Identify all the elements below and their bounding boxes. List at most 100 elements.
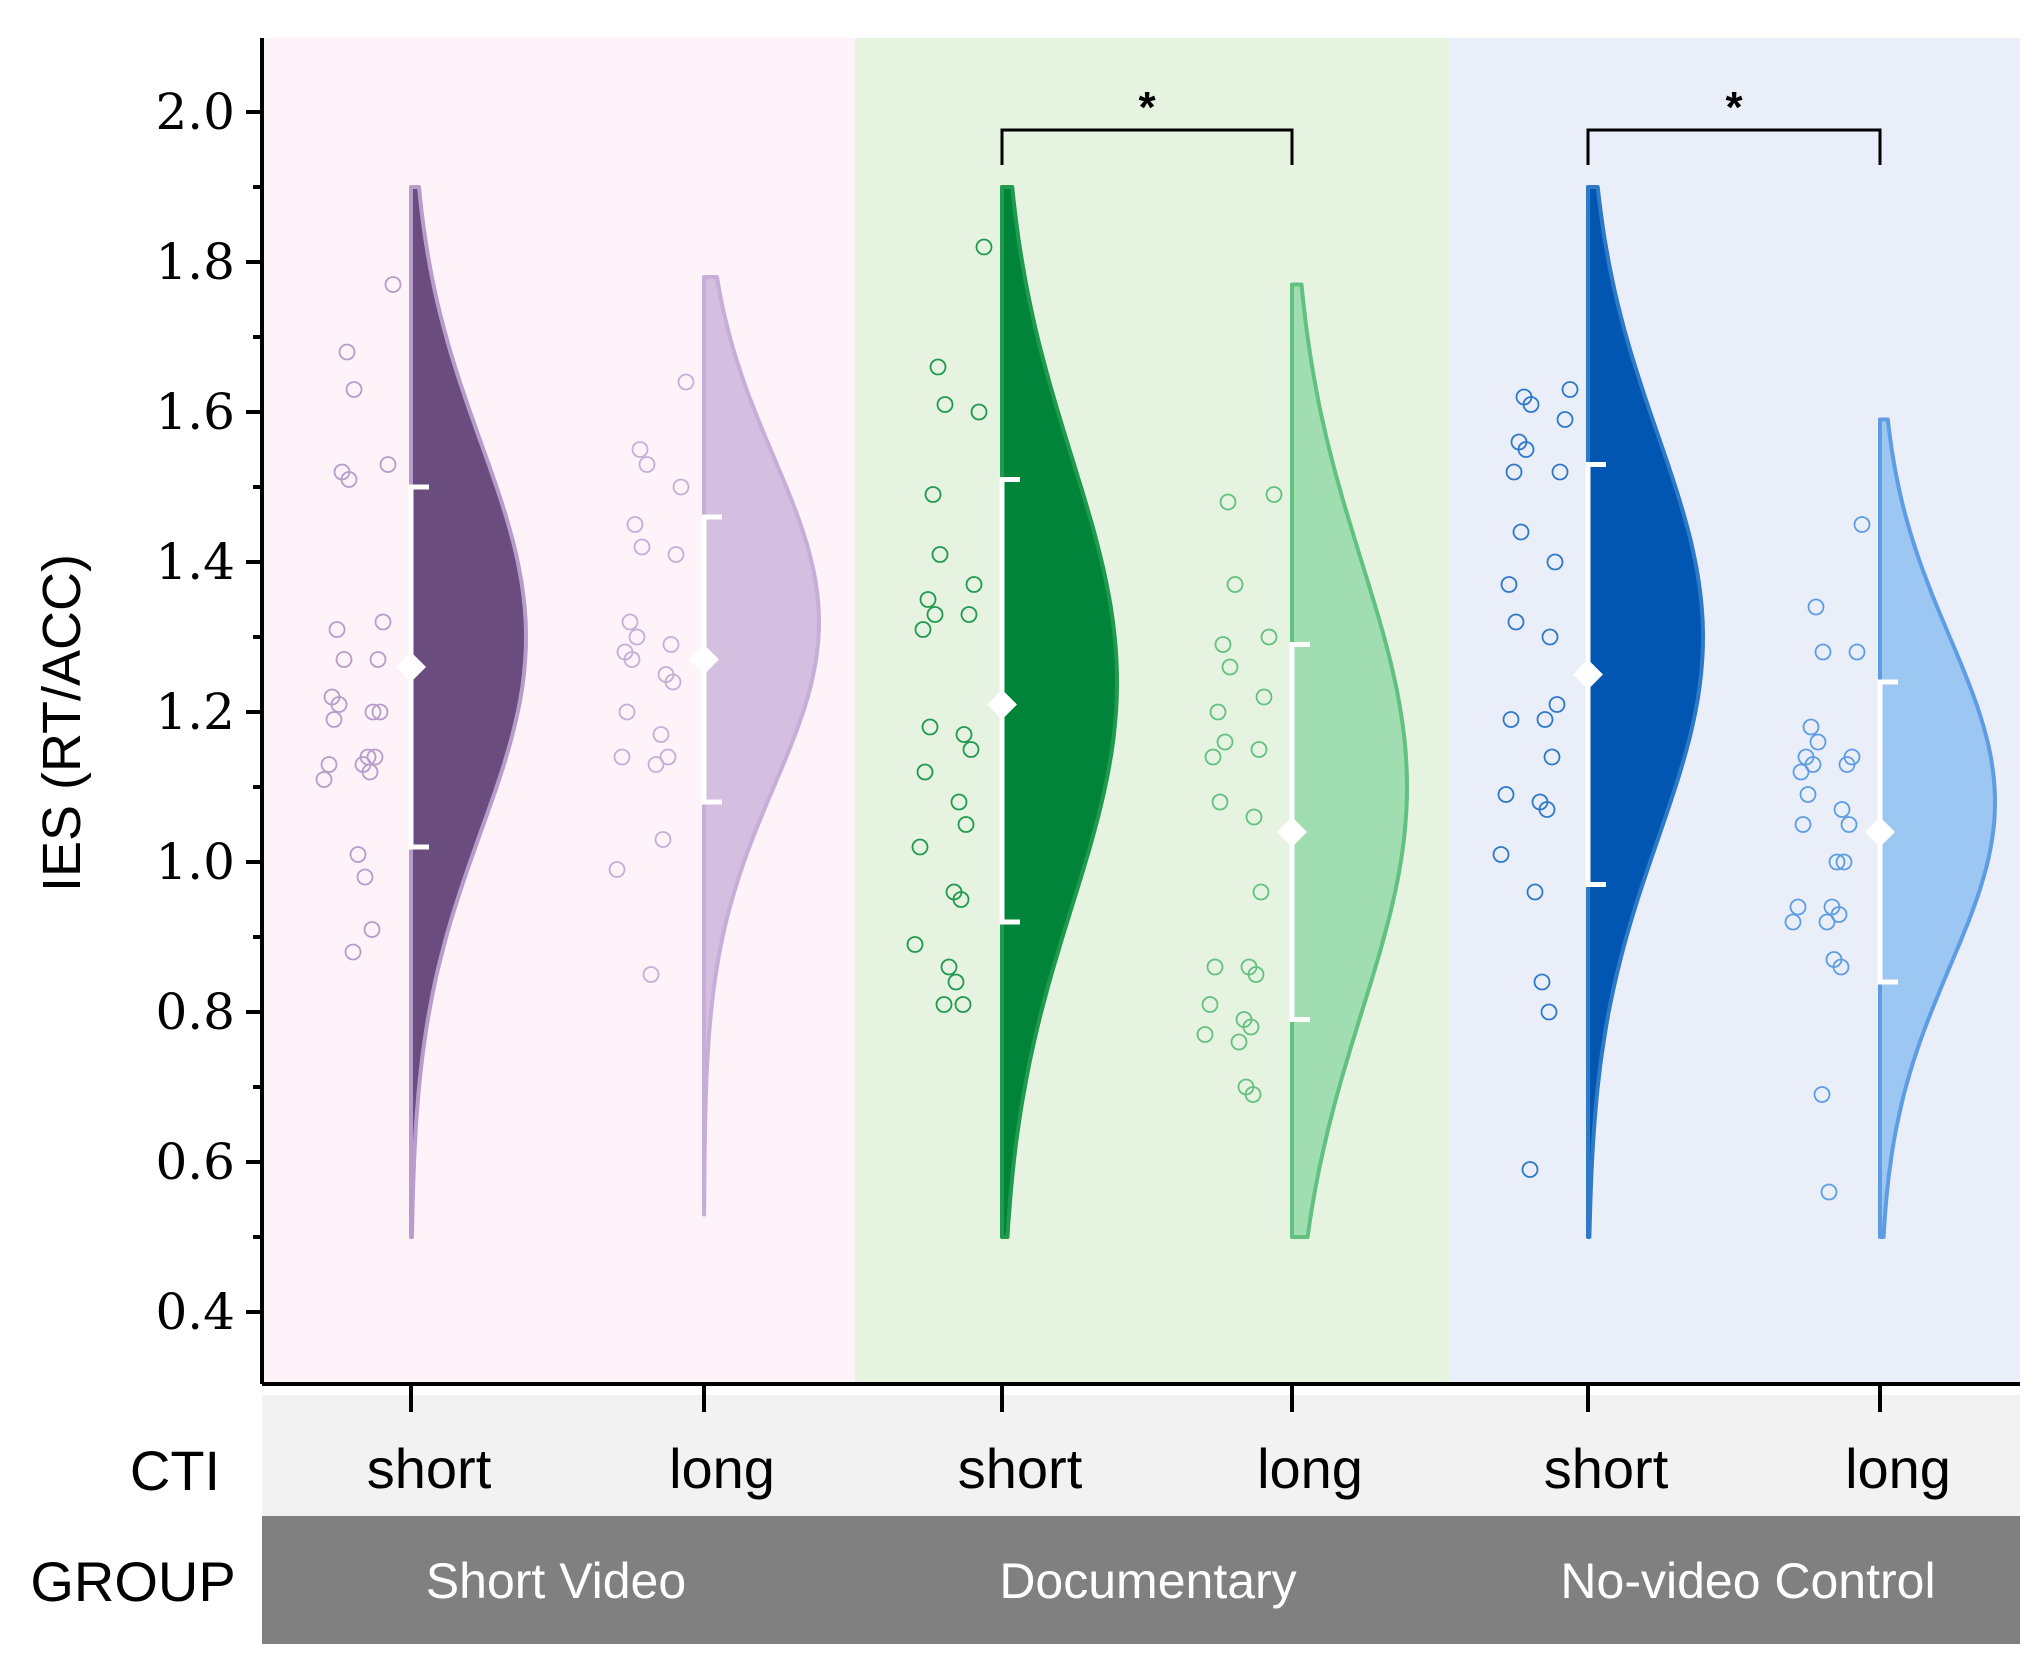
data-point [654, 831, 672, 848]
data-point [1546, 553, 1564, 571]
data-point [384, 276, 402, 293]
data-point [1214, 636, 1232, 653]
cti-tick-label: long [1845, 1437, 1951, 1500]
data-point [906, 936, 924, 953]
mean-marker-0 [396, 652, 426, 682]
data-point [631, 441, 649, 458]
data-point [1814, 643, 1832, 661]
mean-marker-3 [1277, 817, 1307, 847]
data-point [1828, 853, 1846, 871]
data-point [1538, 801, 1556, 818]
data-point [1500, 576, 1518, 593]
y-tick-label: 2.0 [155, 83, 235, 141]
data-point [366, 748, 384, 766]
data-point [1517, 441, 1535, 458]
data-point [340, 471, 358, 488]
data-point [952, 891, 970, 908]
data-point [1244, 1086, 1262, 1103]
data-point [1247, 966, 1265, 983]
data-point [975, 238, 993, 256]
data-point [1840, 816, 1858, 833]
density-cloud-5 [1878, 417, 1997, 1239]
data-point [1250, 741, 1268, 758]
data-point [935, 996, 953, 1013]
data-point [954, 996, 972, 1013]
data-point [338, 343, 356, 361]
data-point [1536, 711, 1554, 728]
data-point [642, 966, 660, 983]
data-point [335, 651, 353, 668]
cti-tick-label: short [958, 1437, 1083, 1500]
data-point [1201, 996, 1219, 1013]
data-point [1813, 1086, 1831, 1103]
data-point [667, 546, 685, 563]
data-point [1204, 748, 1222, 766]
data-point [940, 958, 958, 976]
data-point [320, 756, 338, 773]
data-point [1196, 1026, 1214, 1043]
data-point [1848, 643, 1866, 661]
data-point [924, 486, 942, 503]
data-point [628, 628, 646, 646]
group-band [262, 1516, 2020, 1644]
y-tick-label: 1.2 [155, 683, 235, 741]
y-tick-label: 1.0 [155, 833, 235, 891]
data-point [1219, 493, 1237, 511]
data-point [1853, 516, 1871, 533]
data-point [1561, 381, 1579, 398]
mean-marker-5 [1865, 817, 1895, 847]
data-point [1245, 808, 1263, 826]
density-cloud-1 [702, 275, 821, 1217]
data-point [1252, 883, 1270, 901]
data-point [672, 478, 690, 496]
y-tick-label: 1.8 [155, 233, 235, 291]
data-point [1548, 696, 1566, 713]
data-point [652, 726, 670, 743]
cti-tick-label: short [367, 1437, 492, 1500]
cti-tick-label: long [669, 1437, 775, 1500]
data-point [613, 748, 631, 766]
data-point [349, 846, 367, 863]
cti-band [262, 1395, 2020, 1516]
data-point [970, 403, 988, 421]
y-tick-label: 0.6 [155, 1133, 235, 1191]
cti-tick-label: long [1257, 1437, 1363, 1500]
data-point [1265, 486, 1283, 503]
data-point [315, 771, 333, 788]
data-point [633, 538, 651, 556]
significance-bracket-1 [1586, 128, 1882, 165]
data-point [936, 396, 954, 413]
density-cloud-4 [1586, 185, 1705, 1239]
data-point [647, 756, 665, 773]
data-point [1556, 411, 1574, 428]
data-point [608, 861, 626, 878]
data-point [356, 868, 374, 886]
data-point [1804, 756, 1822, 773]
data-point [1521, 1161, 1539, 1178]
data-point [947, 973, 965, 991]
data-point [1541, 628, 1559, 646]
data-point [1540, 1003, 1558, 1021]
density-cloud-3 [1290, 282, 1409, 1239]
data-point [371, 703, 389, 721]
data-point [1533, 973, 1551, 991]
data-point [1802, 718, 1820, 736]
significance-label-0: * [1138, 83, 1156, 132]
data-point [1497, 786, 1515, 803]
data-point [325, 711, 343, 728]
data-point [1818, 913, 1836, 931]
data-point [1807, 598, 1825, 616]
data-point [1794, 816, 1812, 833]
mean-marker-4 [1573, 659, 1603, 690]
data-point [330, 696, 348, 713]
data-point [950, 793, 968, 811]
group-label-1: Documentary [999, 1553, 1296, 1609]
data-point [1832, 958, 1850, 976]
data-point [962, 741, 980, 758]
density-cloud-0 [409, 185, 528, 1239]
data-point [626, 516, 644, 533]
data-point [929, 358, 947, 376]
data-point [1809, 733, 1827, 751]
data-point [1226, 576, 1244, 593]
